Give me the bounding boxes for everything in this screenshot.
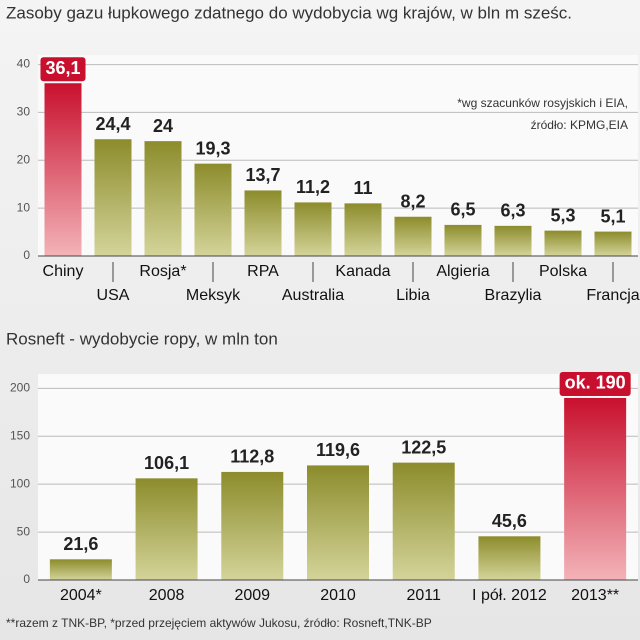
x-tick-label: 2004* [60, 587, 102, 604]
y-tick-label: 150 [10, 428, 30, 442]
value-label: 119,6 [316, 440, 360, 460]
chart-title: Rosneft - wydobycie ropy, w mln ton [6, 329, 278, 348]
value-label: 45,6 [492, 511, 527, 531]
value-label: 112,8 [230, 447, 274, 467]
value-label: 8,2 [400, 192, 425, 212]
value-label: 36,1 [45, 58, 80, 78]
value-label: 21,6 [63, 534, 98, 554]
x-tick-label: I pół. 2012 [472, 587, 547, 604]
x-tick-label: 2008 [149, 587, 185, 604]
value-label: 24 [153, 116, 173, 136]
x-tick-label: Meksyk [186, 287, 241, 304]
y-tick-label: 30 [17, 105, 31, 119]
x-tick-label: Brazylia [485, 287, 542, 304]
value-label: 6,5 [450, 200, 475, 220]
bar [244, 190, 282, 256]
x-tick-label: 2009 [234, 587, 270, 604]
x-tick-label: Australia [282, 287, 344, 304]
y-tick-label: 40 [17, 57, 31, 71]
plot-area [38, 55, 638, 256]
bar [564, 397, 627, 580]
annotation: **razem z TNK-BP, *przed przejęciem akty… [6, 616, 432, 630]
y-tick-label: 100 [10, 476, 30, 490]
y-tick-label: 50 [17, 524, 31, 538]
bar [344, 203, 382, 256]
y-tick-label: 0 [23, 248, 30, 262]
bar [221, 471, 284, 580]
value-label: ok. 190 [565, 373, 626, 393]
x-tick-label: 2011 [407, 587, 442, 604]
x-tick-label: 2013** [571, 587, 619, 604]
bar [194, 163, 232, 256]
x-tick-label: Kanada [335, 263, 390, 280]
value-label: 24,4 [95, 114, 130, 134]
value-label: 6,3 [500, 201, 525, 221]
x-tick-label: RPA [247, 263, 279, 280]
value-label: 106,1 [144, 453, 189, 473]
bar [144, 141, 182, 256]
x-tick-label: Polska [539, 263, 587, 280]
bar [494, 225, 532, 256]
x-tick-label: Algieria [436, 263, 489, 280]
value-label: 122,5 [401, 437, 446, 457]
annotation: *wg szacunków rosyjskich i EIA, [457, 96, 628, 110]
value-label: 13,7 [245, 165, 280, 185]
value-label-box [559, 371, 631, 396]
value-label: 19,3 [195, 138, 230, 158]
bar [392, 462, 455, 580]
y-tick-label: 20 [17, 152, 31, 166]
bar [44, 83, 82, 256]
bar [394, 216, 432, 256]
value-label-box [40, 57, 86, 82]
bar [94, 139, 132, 256]
value-label: 5,3 [550, 205, 575, 225]
bar [307, 465, 369, 580]
bar [444, 224, 482, 256]
value-label: 5,1 [600, 206, 625, 226]
x-tick-label: Chiny [43, 263, 84, 280]
value-label: 11,2 [296, 177, 330, 197]
x-tick-label: 2010 [320, 587, 356, 604]
bar [594, 231, 632, 256]
y-tick-label: 200 [10, 381, 30, 395]
y-tick-label: 10 [17, 200, 31, 214]
annotation: źródło: KPMG,EIA [531, 118, 628, 132]
x-tick-label: USA [97, 287, 130, 304]
value-label: 11 [353, 178, 372, 198]
bar [294, 202, 332, 256]
x-tick-label: Rosja* [139, 263, 186, 280]
bar [544, 230, 582, 256]
x-tick-label: Libia [396, 287, 430, 304]
x-tick-label: Francja [586, 287, 639, 304]
bar [135, 478, 198, 580]
y-tick-label: 0 [23, 572, 30, 586]
chart-title: Zasoby gazu łupkowego zdatnego do wydoby… [6, 3, 572, 22]
bar [49, 559, 112, 580]
bar [478, 536, 541, 580]
